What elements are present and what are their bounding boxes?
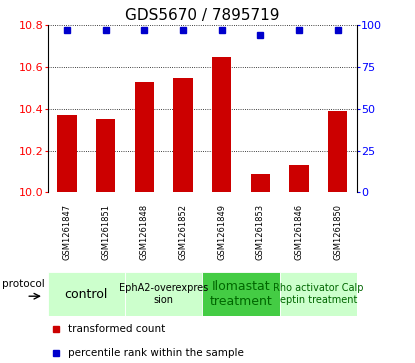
Bar <box>251 174 270 192</box>
Text: GSM1261851: GSM1261851 <box>101 204 110 260</box>
Bar <box>173 78 193 192</box>
Text: GSM1261852: GSM1261852 <box>178 204 188 260</box>
Bar <box>48 272 125 316</box>
Bar <box>96 119 115 192</box>
Text: percentile rank within the sample: percentile rank within the sample <box>68 348 244 358</box>
Bar <box>328 111 347 192</box>
Text: transformed count: transformed count <box>68 324 166 334</box>
Text: control: control <box>65 287 108 301</box>
Text: Ilomastat
treatment: Ilomastat treatment <box>210 280 272 308</box>
Text: GSM1261853: GSM1261853 <box>256 204 265 260</box>
Bar <box>280 272 357 316</box>
Text: GSM1261846: GSM1261846 <box>294 204 303 260</box>
Bar <box>57 115 77 192</box>
Text: Rho activator Calp
eptin treatment: Rho activator Calp eptin treatment <box>273 283 364 305</box>
Text: GSM1261847: GSM1261847 <box>63 204 71 260</box>
Bar <box>125 272 202 316</box>
Text: GSM1261849: GSM1261849 <box>217 204 226 260</box>
Text: protocol: protocol <box>2 280 45 289</box>
Bar <box>135 82 154 192</box>
Title: GDS5670 / 7895719: GDS5670 / 7895719 <box>125 8 280 23</box>
Text: GSM1261850: GSM1261850 <box>333 204 342 260</box>
Text: EphA2-overexpres
sion: EphA2-overexpres sion <box>119 283 208 305</box>
Bar <box>289 165 309 192</box>
Text: GSM1261848: GSM1261848 <box>140 204 149 260</box>
Bar <box>212 57 231 192</box>
Bar <box>202 272 280 316</box>
